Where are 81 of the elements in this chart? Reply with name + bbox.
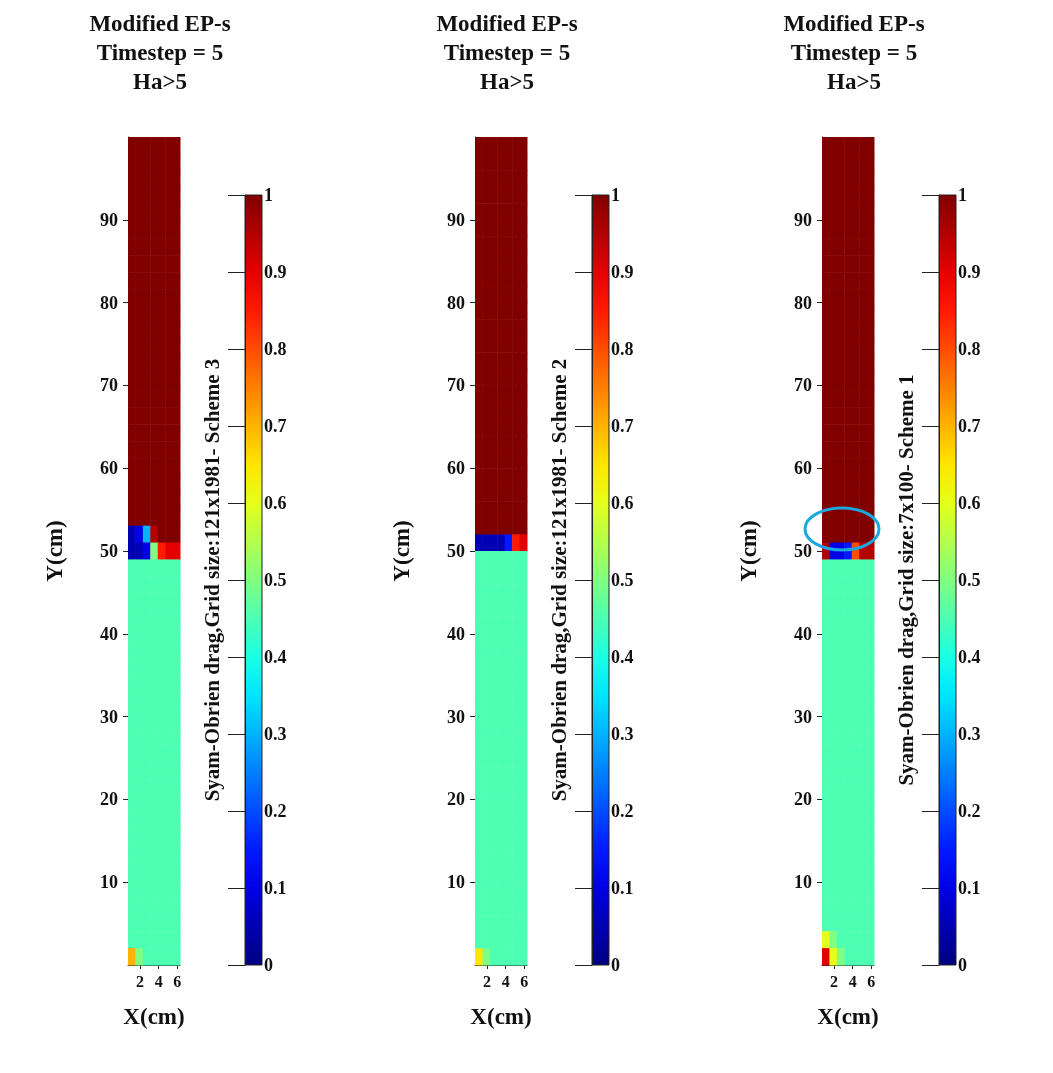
color-bar-label: 0 [611, 955, 620, 975]
color-bar-label: 0.3 [264, 724, 287, 744]
color-bar-label: 0.8 [958, 339, 981, 359]
color-bar-label: 0 [264, 955, 273, 975]
chart-title: Modified EP-s Timestep = 5 Ha>5 [783, 11, 925, 94]
color-bar-label: 0.2 [264, 801, 287, 821]
x-tick-label: 6 [173, 972, 182, 990]
y-tick-label: 90 [100, 209, 118, 230]
y-tick-label: 50 [100, 541, 118, 561]
color-bar-label: 0.1 [264, 878, 287, 898]
y-tick-label: 70 [447, 375, 465, 396]
y-tick-label: 60 [100, 458, 118, 479]
color-bar-label: 0.8 [611, 339, 634, 359]
y-tick-label: 50 [794, 541, 812, 561]
x-tick-label: 2 [136, 972, 145, 990]
color-bar-label: 0.2 [611, 801, 634, 821]
color-bar-title: Syam-Obrien drag,Grid size:121x1981- Scheme 3 [200, 358, 224, 802]
y-tick-label: 20 [794, 789, 812, 810]
y-tick-label: 40 [100, 623, 118, 644]
y-tick-label: 30 [100, 706, 118, 727]
x-tick-label: 6 [867, 972, 876, 990]
chart-title: Modified EP-s Timestep = 5 Ha>5 [89, 11, 231, 94]
y-tick-label: 70 [100, 375, 118, 396]
y-axis-title: Y(cm) [389, 520, 414, 582]
y-tick-label: 80 [100, 292, 118, 313]
x-tick-label: 6 [520, 972, 529, 990]
y-tick-label: 90 [794, 209, 812, 230]
color-bar-label: 0.4 [958, 647, 981, 667]
color-bar-title: Syam-Obrien drag,Grid size:7x100- Scheme 1 [894, 374, 918, 786]
color-bar-label: 0.7 [958, 416, 981, 436]
color-bar-label: 0.5 [264, 570, 287, 590]
x-axis-title: X(cm) [470, 1004, 532, 1029]
x-tick-label: 2 [483, 972, 492, 990]
color-bar-title: Syam-Obrien drag,Grid size:121x1981- Scheme 2 [547, 358, 571, 802]
color-bar-label: 0.6 [611, 493, 634, 513]
y-axis-title: Y(cm) [736, 520, 761, 582]
x-tick-label: 4 [848, 972, 857, 990]
color-bar-label: 0.6 [958, 493, 981, 513]
y-tick-label: 80 [794, 292, 812, 313]
color-bar-label: 0.9 [611, 262, 634, 282]
y-tick-label: 80 [447, 292, 465, 313]
color-bar-label: 0.3 [611, 724, 634, 744]
color-bar-label: 0.1 [958, 878, 981, 898]
y-tick-label: 90 [447, 209, 465, 230]
x-axis-title: X(cm) [817, 1004, 879, 1029]
y-tick-label: 40 [794, 623, 812, 644]
color-bar-label: 1 [611, 185, 620, 205]
x-tick-label: 2 [830, 972, 839, 990]
x-tick-label: 4 [501, 972, 510, 990]
y-tick-label: 10 [794, 872, 812, 893]
y-tick-label: 20 [447, 789, 465, 810]
y-tick-label: 10 [100, 872, 118, 893]
color-bar-label: 1 [958, 185, 967, 205]
color-bar-label: 0.6 [264, 493, 287, 513]
y-tick-label: 20 [100, 789, 118, 810]
color-bar-label: 0.1 [611, 878, 634, 898]
color-bar-label: 0.8 [264, 339, 287, 359]
color-bar-label: 0 [958, 955, 967, 975]
y-tick-label: 40 [447, 623, 465, 644]
y-tick-label: 50 [447, 541, 465, 561]
color-bar-label: 0.9 [958, 262, 981, 282]
chart-title: Modified EP-s Timestep = 5 Ha>5 [436, 11, 578, 94]
color-bar-label: 0.2 [958, 801, 981, 821]
x-axis-title: X(cm) [123, 1004, 185, 1029]
y-tick-label: 60 [794, 458, 812, 479]
y-axis-title: Y(cm) [42, 520, 67, 582]
color-bar-label: 0.7 [611, 416, 634, 436]
color-bar-label: 0.9 [264, 262, 287, 282]
y-tick-label: 70 [794, 375, 812, 396]
color-bar-label: 0.5 [611, 570, 634, 590]
color-bar-label: 0.4 [611, 647, 634, 667]
y-tick-label: 30 [794, 706, 812, 727]
x-tick-label: 4 [154, 972, 163, 990]
y-tick-label: 60 [447, 458, 465, 479]
color-bar-label: 0.4 [264, 647, 287, 667]
y-tick-label: 30 [447, 706, 465, 727]
y-tick-label: 10 [447, 872, 465, 893]
color-bar-label: 1 [264, 185, 273, 205]
color-bar-label: 0.3 [958, 724, 981, 744]
color-bar-label: 0.7 [264, 416, 287, 436]
color-bar-label: 0.5 [958, 570, 981, 590]
